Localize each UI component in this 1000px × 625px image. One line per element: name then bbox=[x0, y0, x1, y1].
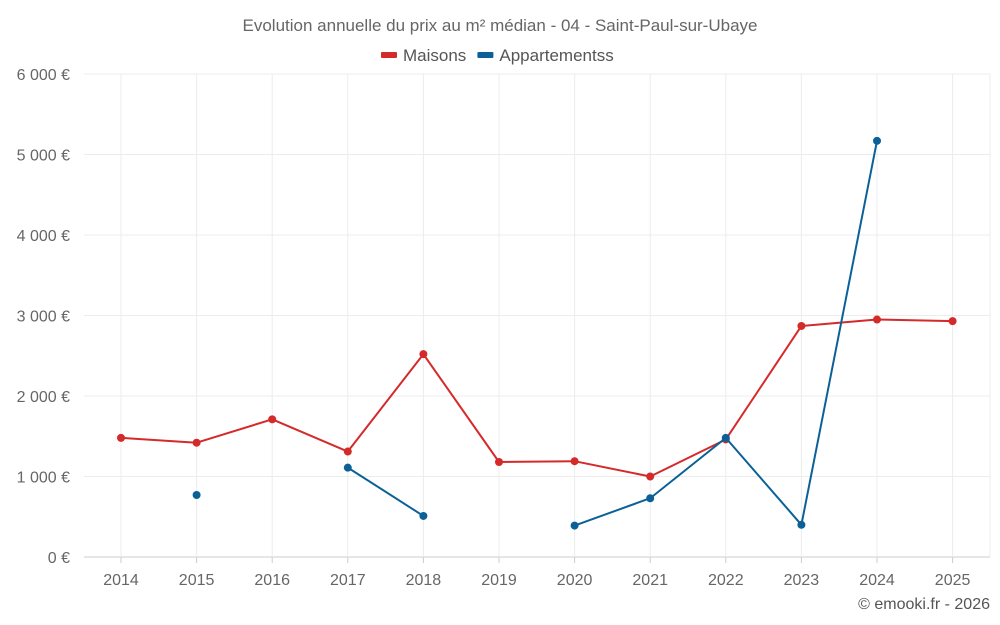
data-point[interactable] bbox=[117, 433, 125, 442]
data-point[interactable] bbox=[721, 433, 730, 442]
data-point[interactable] bbox=[873, 136, 881, 145]
y-tick-label: 1 000 € bbox=[17, 470, 70, 487]
series-maisons bbox=[117, 315, 957, 481]
y-tick-label: 2 000 € bbox=[17, 389, 70, 406]
y-tick-label: 6 000 € bbox=[17, 67, 70, 84]
series-layer bbox=[117, 136, 957, 530]
x-tick-label: 2014 bbox=[103, 572, 139, 589]
x-tick-label: 2020 bbox=[557, 572, 593, 589]
x-tick-label: 2024 bbox=[859, 572, 895, 589]
y-axis: 0 € 1 000 € 2 000 € 3 000 € 4 000 € 5 000 € 6 … bbox=[17, 67, 70, 567]
x-tick-label: 2016 bbox=[254, 572, 290, 589]
gridlines bbox=[84, 73, 991, 558]
series-appartementss bbox=[192, 136, 881, 530]
data-point[interactable] bbox=[419, 511, 428, 520]
chart-title: Evolution annuelle du prix au m² médian … bbox=[243, 16, 758, 35]
data-point[interactable] bbox=[948, 317, 957, 326]
legend-swatch bbox=[477, 52, 494, 58]
data-point[interactable] bbox=[192, 438, 201, 447]
y-tick-label: 5 000 € bbox=[17, 148, 70, 165]
chart-legend: Maisons Appartementss bbox=[381, 46, 614, 65]
data-point[interactable] bbox=[797, 321, 806, 330]
data-point[interactable] bbox=[495, 458, 503, 467]
data-point[interactable] bbox=[268, 415, 277, 424]
x-tick-label: 2019 bbox=[481, 572, 517, 589]
x-tick-label: 2017 bbox=[330, 572, 366, 589]
x-tick-label: 2021 bbox=[632, 572, 668, 589]
data-point[interactable] bbox=[646, 494, 655, 503]
data-point[interactable] bbox=[192, 491, 201, 500]
series-line bbox=[347, 466, 424, 517]
x-tick-label: 2015 bbox=[179, 572, 215, 589]
x-tick-label: 2022 bbox=[708, 572, 744, 589]
y-tick-label: 0 € bbox=[48, 550, 70, 567]
legend-item-appartementss[interactable]: Appartementss bbox=[477, 46, 614, 65]
legend-item-maisons[interactable]: Maisons bbox=[381, 46, 466, 65]
data-point[interactable] bbox=[570, 521, 579, 530]
legend-label: Appartementss bbox=[499, 46, 613, 65]
series-line bbox=[120, 318, 953, 478]
x-tick-label: 2023 bbox=[784, 572, 820, 589]
x-tick-label: 2018 bbox=[406, 572, 442, 589]
y-tick-label: 4 000 € bbox=[17, 228, 70, 245]
x-tick-label: 2025 bbox=[935, 572, 971, 589]
x-axis: 2014 2015 2016 2017 2018 2019 2020 2021 2022 2023… bbox=[103, 557, 970, 589]
chart-credit: © emooki.fr - 2026 bbox=[858, 596, 990, 613]
data-point[interactable] bbox=[419, 350, 428, 359]
legend-swatch bbox=[381, 52, 397, 58]
data-point[interactable] bbox=[570, 457, 579, 466]
y-tick-label: 3 000 € bbox=[17, 309, 70, 326]
data-point[interactable] bbox=[343, 463, 352, 472]
data-point[interactable] bbox=[343, 447, 352, 456]
data-point[interactable] bbox=[873, 315, 881, 324]
data-point[interactable] bbox=[797, 520, 806, 529]
legend-label: Maisons bbox=[403, 46, 466, 65]
data-point[interactable] bbox=[646, 472, 655, 481]
